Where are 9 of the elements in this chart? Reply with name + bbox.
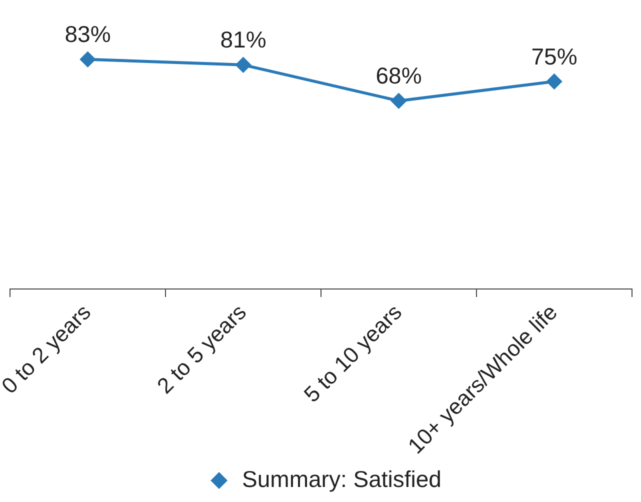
point — [80, 52, 96, 67]
point — [236, 57, 251, 72]
legend-label: Summary: Satisfied — [242, 466, 442, 492]
data-label: 81% — [220, 26, 266, 53]
point — [391, 93, 406, 108]
point — [546, 74, 562, 89]
data-label: 68% — [376, 62, 422, 89]
data-label: 83% — [64, 21, 111, 48]
data-label: 75% — [531, 43, 578, 70]
